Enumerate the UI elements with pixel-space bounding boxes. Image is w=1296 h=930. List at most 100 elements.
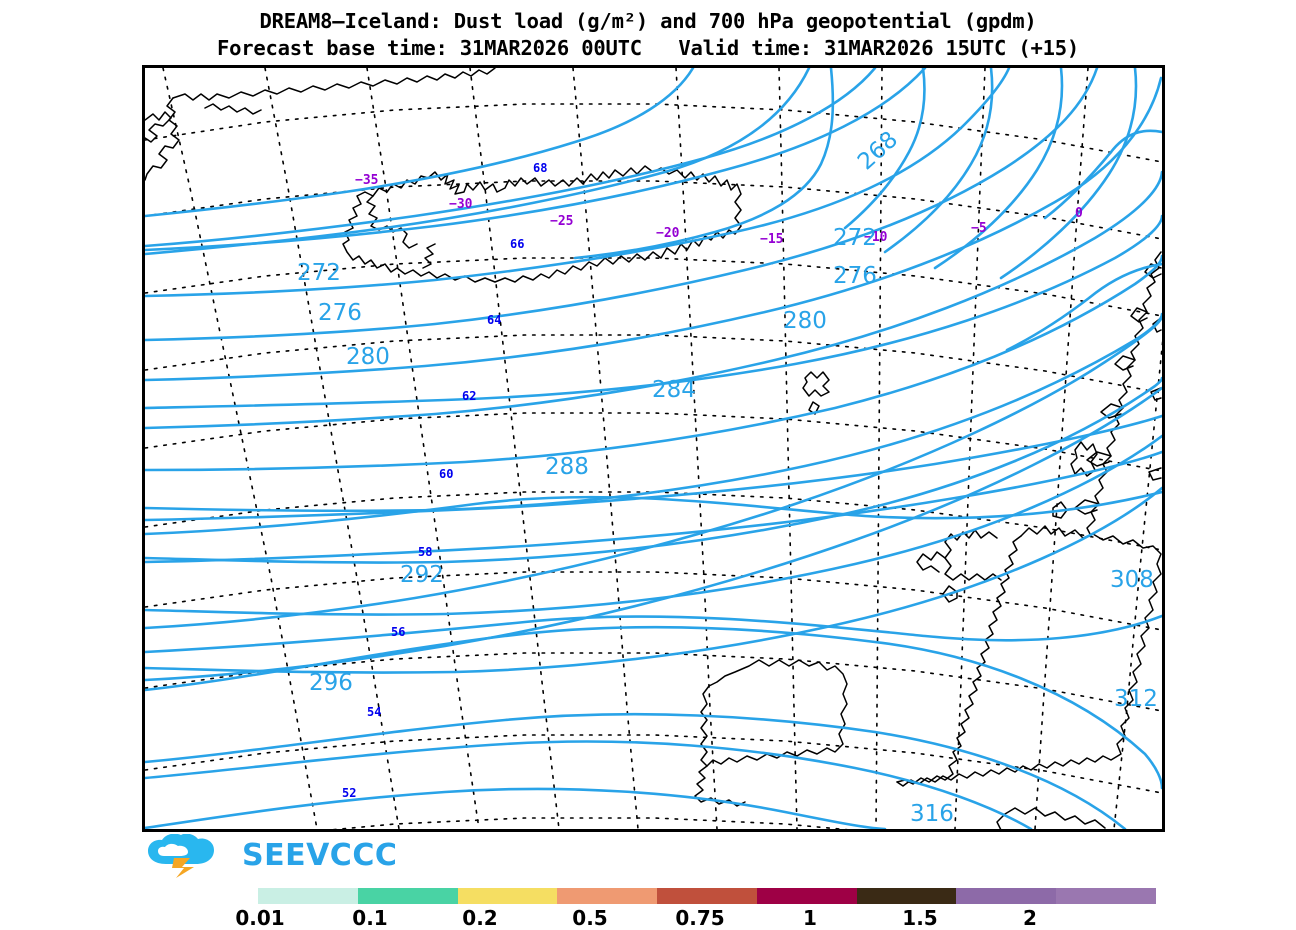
contour-upper-5	[1043, 129, 1162, 220]
coastline-faroe-islands	[802, 371, 830, 397]
contour-276	[145, 68, 927, 252]
contour-310	[145, 614, 1162, 654]
coastline-great-britain-west	[896, 535, 1022, 785]
contour-272	[145, 68, 695, 218]
contour-304	[145, 414, 1162, 522]
contour-label: 316	[910, 801, 954, 827]
contour-upper-2	[883, 68, 994, 254]
colorbar-tick: 0.75	[675, 906, 725, 930]
contour-label: 288	[545, 454, 589, 480]
contour-286	[145, 170, 1162, 430]
colorbar-tick: 1.5	[902, 906, 938, 930]
geopotential-contours	[145, 68, 1162, 829]
contour-upper-3	[933, 68, 1064, 270]
lat-label: 62	[462, 389, 477, 403]
lat-label: 64	[487, 313, 502, 327]
contour-316	[145, 740, 1033, 829]
colorbar-segment	[258, 888, 358, 904]
coastline-norway-main	[1086, 251, 1162, 537]
contour-label: 276	[318, 300, 362, 326]
colorbar-segment	[856, 888, 957, 904]
colorbar-segment	[1056, 888, 1157, 904]
coastline-norway-fjord3	[1114, 355, 1136, 371]
map-canvas	[145, 68, 1162, 829]
contour-294	[145, 376, 1162, 564]
coastline-norway-fjord5	[1086, 451, 1112, 467]
colorbar-segment	[657, 888, 757, 904]
map-panel[interactable]: −35 −30 −25 −20 −15 −10 −5 0 5 68 66 64 …	[142, 65, 1165, 832]
contour-upper-1	[843, 68, 926, 230]
page-title: DREAM8—Iceland: Dust load (g/m²) and 700…	[259, 9, 1037, 33]
contour-label: 284	[652, 377, 696, 403]
coastline-islay	[942, 585, 958, 603]
colorbar-tick-labels: 0.01 0.1 0.2 0.5 0.75 1 1.5 2	[235, 906, 1156, 930]
lat-label: 60	[439, 467, 454, 481]
forecast-time-line: Forecast base time: 31MAR2026 00UTC Vali…	[216, 36, 1080, 60]
coastline-greenland-inner	[204, 103, 262, 115]
lon-label: −20	[656, 226, 680, 241]
colorbar-segment	[756, 888, 857, 904]
contour-292	[145, 312, 1162, 513]
coastline-norway-fjord4	[1100, 403, 1124, 419]
coastline-ireland	[700, 659, 848, 767]
coastline-greenland-tip	[145, 111, 172, 143]
contour-label: 292	[400, 562, 444, 588]
colorbar-segment	[357, 888, 458, 904]
contour-306	[145, 450, 1162, 564]
seevccc-logo-icon	[148, 834, 214, 878]
coastline-scotland-northwest	[944, 529, 1002, 581]
lon-label: −15	[760, 232, 784, 247]
coastline-faroe-south	[808, 401, 820, 415]
colorbar-tick: 0.2	[462, 906, 498, 930]
coastline-hebrides	[916, 551, 946, 573]
lat-label: 56	[391, 625, 406, 639]
contour-314	[145, 712, 1127, 829]
coastline-greenland-east	[172, 68, 496, 101]
contour-label: 272	[297, 260, 341, 286]
lat-label: 54	[367, 705, 382, 719]
contour-274	[145, 68, 877, 248]
coastline-orkney	[1052, 501, 1068, 519]
contour-276b	[145, 68, 1011, 298]
contour-label: 272	[833, 225, 877, 251]
contour-280	[145, 68, 1099, 342]
contour-upper-4	[999, 68, 1138, 280]
contour-312	[145, 625, 1162, 790]
lat-label: 52	[342, 786, 357, 800]
lon-label: −30	[449, 197, 473, 212]
lat-label: 66	[510, 237, 525, 251]
colorbar-tick: 1	[803, 906, 817, 930]
colorbar-tick: 2	[1023, 906, 1037, 930]
contour-label: 296	[309, 670, 353, 696]
contour-upper-6	[1005, 262, 1162, 352]
coastline-greenland-coast2	[145, 97, 180, 181]
seevccc-logo-text: SEEVCCC	[242, 838, 398, 873]
lon-label: −10	[864, 230, 888, 245]
contour-268	[573, 68, 835, 260]
colorbar-tick: 0.5	[572, 906, 608, 930]
lat-label: 68	[533, 161, 548, 175]
colorbar-segment	[557, 888, 658, 904]
colorbar-tick: 0.01	[235, 906, 285, 930]
colorbar-segment	[956, 888, 1057, 904]
contour-272b	[145, 68, 811, 256]
contour-318	[145, 787, 887, 829]
coastline-iceland	[342, 165, 742, 283]
coastline-norway-fjord2	[1130, 307, 1148, 323]
chart-title-block: DREAM8—Iceland: Dust load (g/m²) and 700…	[0, 8, 1296, 62]
chevron-arrow-icon	[172, 858, 194, 878]
contour-label: 276	[833, 263, 877, 289]
contour-label: 280	[783, 308, 827, 334]
lon-label: 0	[1075, 206, 1083, 221]
colorbar-tick: 0.1	[352, 906, 388, 930]
contour-288	[145, 214, 1162, 410]
contour-302	[145, 386, 1162, 682]
contour-label: 280	[346, 344, 390, 370]
contour-308	[145, 490, 1162, 536]
dust-load-colorbar[interactable]	[258, 888, 1157, 904]
coastlines	[145, 68, 1162, 829]
contour-label: 308	[1110, 567, 1154, 593]
lon-label: −5	[971, 221, 987, 236]
lon-label: −25	[550, 214, 574, 229]
contour-300	[145, 314, 1162, 630]
